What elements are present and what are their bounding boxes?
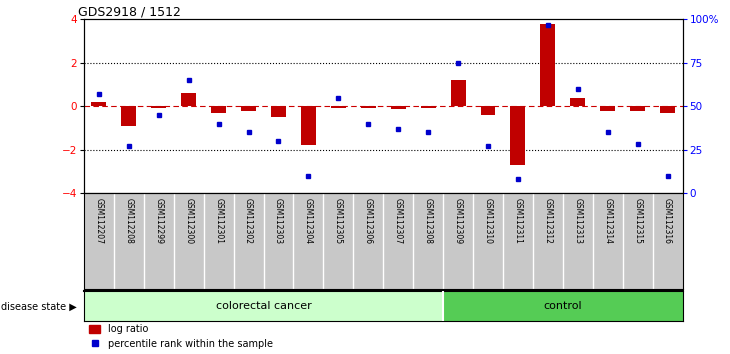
Text: GSM112313: GSM112313 (573, 198, 583, 244)
Text: GSM112306: GSM112306 (364, 198, 373, 244)
Bar (211, 106, 226, 113)
Bar (630, 106, 645, 110)
Text: GDS2918 / 1512: GDS2918 / 1512 (78, 5, 181, 18)
Bar (271, 106, 286, 117)
Text: GSM112303: GSM112303 (274, 198, 283, 244)
Text: GSM112308: GSM112308 (423, 198, 433, 244)
Bar (121, 106, 137, 126)
Bar (91, 102, 107, 106)
Text: GSM112301: GSM112301 (214, 198, 223, 244)
Bar (331, 106, 346, 108)
Bar (241, 106, 256, 110)
Bar (600, 106, 615, 110)
Bar (420, 106, 436, 108)
Text: GSM112309: GSM112309 (453, 198, 463, 244)
Text: GSM112300: GSM112300 (184, 198, 193, 244)
Text: disease state ▶: disease state ▶ (1, 301, 77, 312)
Text: GSM112307: GSM112307 (393, 198, 403, 244)
Bar (480, 106, 496, 115)
Bar (450, 80, 466, 106)
Text: GSM112311: GSM112311 (513, 198, 523, 244)
Bar (570, 97, 585, 106)
Bar (660, 106, 675, 113)
Bar (151, 106, 166, 108)
Text: control: control (544, 301, 582, 312)
Text: colorectal cancer: colorectal cancer (215, 301, 312, 312)
Text: GSM112310: GSM112310 (483, 198, 493, 244)
Bar (443, 291, 683, 321)
Text: GSM112302: GSM112302 (244, 198, 253, 244)
Bar (84, 291, 443, 321)
Text: GSM112299: GSM112299 (154, 198, 164, 244)
Text: GSM112304: GSM112304 (304, 198, 313, 244)
Text: GSM112305: GSM112305 (334, 198, 343, 244)
Text: GSM112314: GSM112314 (603, 198, 612, 244)
Text: GSM112316: GSM112316 (663, 198, 672, 244)
Text: GSM112312: GSM112312 (543, 198, 553, 244)
Bar (301, 106, 316, 145)
Legend: log ratio, percentile rank within the sample: log ratio, percentile rank within the sa… (89, 324, 273, 349)
Text: GSM112315: GSM112315 (633, 198, 642, 244)
Text: GSM112208: GSM112208 (124, 198, 134, 244)
Bar (361, 106, 376, 108)
Bar (391, 106, 406, 109)
Bar (510, 106, 526, 165)
Text: GSM112207: GSM112207 (94, 198, 104, 244)
Bar (540, 24, 556, 106)
Bar (181, 93, 196, 106)
